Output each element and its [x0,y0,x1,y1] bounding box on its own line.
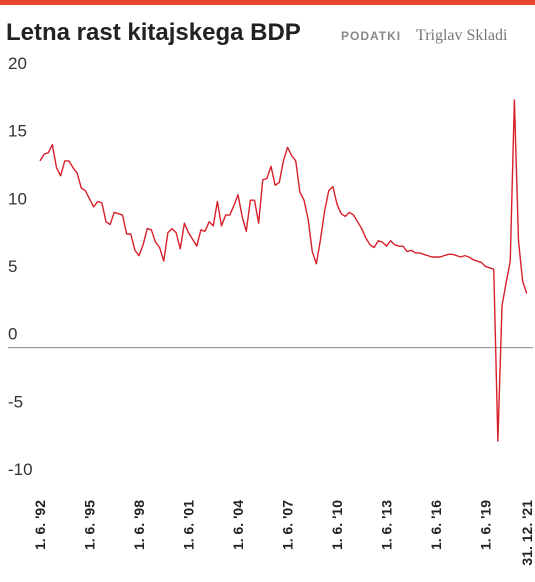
y-tick-label: 10 [8,189,27,208]
y-tick-label: 20 [8,54,27,73]
x-tick-label: 1. 6. '92 [32,500,48,550]
x-tick-label: 1. 6. '13 [379,500,395,550]
x-tick-label: 31. 12. '21 [519,500,535,566]
x-tick-label: 1. 6. '16 [428,500,444,550]
top-bar [0,0,535,5]
x-tick-label: 1. 6. '98 [131,500,147,550]
x-tick-label: 1. 6. '04 [230,500,246,550]
y-tick-label: 15 [8,122,27,141]
x-tick-label: 1. 6. '95 [82,500,98,550]
x-tick-label: 1. 6. '10 [329,500,345,550]
y-tick-label: 5 [8,257,17,276]
data-line [39,99,528,442]
y-tick-label: -5 [8,392,23,411]
source: Triglav Skladi [416,27,508,44]
x-tick-label: 1. 6. '01 [181,500,197,550]
x-tick-label: 1. 6. '07 [280,500,296,550]
y-tick-label: 0 [8,325,17,344]
chart-title: Letna rast kitajskega BDP [6,19,301,46]
x-tick-label: 1. 6. '19 [478,500,494,550]
source-label: PODATKI [341,29,401,43]
y-tick-label: -10 [8,460,33,479]
